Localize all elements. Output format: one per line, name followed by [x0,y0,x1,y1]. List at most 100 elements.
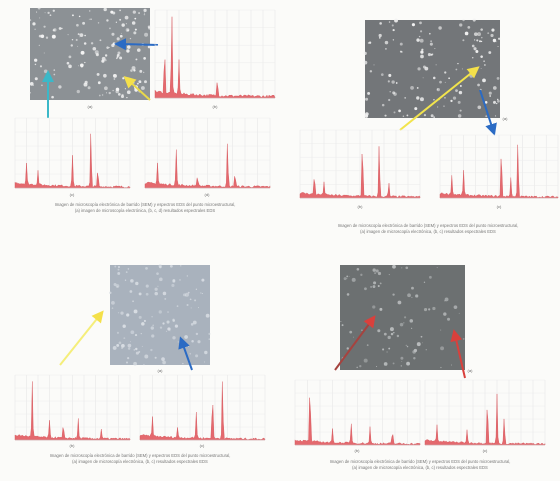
particle [133,31,136,34]
particle [144,80,147,83]
particle [378,272,381,275]
particle [53,69,55,71]
particle [384,333,387,336]
particle [166,331,167,332]
particle [179,279,180,280]
particle [393,29,395,31]
particle [396,82,398,84]
particle [130,330,134,334]
eds-spectrum [15,375,130,440]
particle [390,91,391,92]
panel-label: (b) [70,443,76,448]
particle [52,35,56,39]
particle [98,22,99,23]
particle [98,81,101,84]
particle [144,33,148,37]
particle [394,19,398,23]
particle [392,265,396,269]
particle [432,307,435,310]
particle [76,24,79,27]
particle [38,7,41,10]
particle [151,326,154,329]
figure-caption: Imagen de microscopía electrónica de bar… [50,453,231,458]
particle [407,293,411,297]
particle [125,16,129,20]
particle [175,324,178,327]
particle [68,34,69,35]
particle [130,341,131,342]
particle [391,80,394,83]
particle [361,329,362,330]
particle [405,266,408,269]
particle [148,25,151,28]
particle [102,94,103,95]
particle [117,54,120,57]
particle [170,265,173,268]
particle [420,50,423,53]
particle [159,310,162,313]
particle [193,321,197,325]
particle [72,14,74,16]
particle [368,42,370,44]
particle [459,23,462,26]
particle [356,367,358,369]
particle [400,323,404,327]
particle [112,307,114,309]
particle [206,314,210,318]
particle [423,66,426,69]
particle [180,265,181,266]
particle [138,80,141,83]
particle [139,70,142,73]
particle [403,322,404,323]
particle [189,353,191,355]
particle [182,363,183,364]
particle [35,77,38,80]
particle [170,330,171,331]
particle [374,272,376,274]
particle [448,77,450,79]
particle [389,21,391,23]
particle [340,321,341,322]
particle [489,92,492,95]
particle [32,22,35,25]
figure-caption: (a) imagen de microscopía electrónica, (… [72,459,208,464]
particle [393,39,394,40]
particle [141,333,142,334]
particle [382,348,384,350]
particle [410,86,414,90]
particle [137,48,141,52]
particle [388,348,390,350]
particle [421,336,423,338]
particle [388,99,390,101]
sem-image [109,264,210,365]
particle [430,43,433,46]
particle [106,92,107,93]
particle [196,333,198,335]
pointer-arrow [60,315,100,365]
particle [188,346,189,347]
particle [424,308,427,311]
sem-background [340,265,465,370]
particle [416,38,419,41]
particle [401,267,402,268]
particle [489,95,491,97]
particle [113,346,117,350]
particle [46,37,48,39]
particle [88,86,91,89]
particle [443,312,446,315]
panel-label: (a) [88,104,94,109]
particle [381,73,384,76]
particle [379,37,381,39]
particle [167,311,169,313]
particle [152,325,154,327]
eds-spectrum [440,135,558,198]
particle [109,92,111,94]
particle [53,74,55,76]
particle [29,19,31,21]
particle [114,283,117,286]
particle [419,22,422,25]
particle [423,77,424,78]
particle [105,59,107,61]
particle [126,23,127,24]
particle [412,23,415,26]
